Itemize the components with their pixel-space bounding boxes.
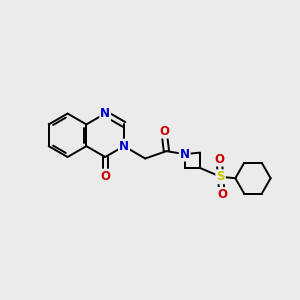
Text: N: N — [119, 140, 129, 153]
Text: O: O — [217, 188, 227, 201]
Text: O: O — [100, 169, 110, 183]
Text: O: O — [159, 124, 169, 138]
Text: S: S — [216, 170, 225, 183]
Text: O: O — [214, 153, 224, 166]
Text: N: N — [100, 107, 110, 120]
Text: N: N — [180, 148, 190, 160]
